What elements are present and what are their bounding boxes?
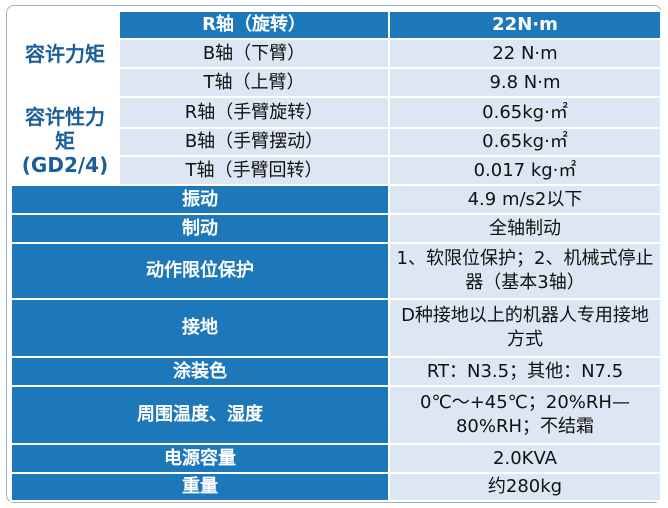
axis-label: B轴（手臂摆动） xyxy=(118,127,390,157)
value-cell: D种接地以上的机器人专用接地方式 xyxy=(388,298,662,358)
axis-label: R轴（旋转） xyxy=(118,10,390,40)
row: 动作限位保护 1、软限位保护；2、机械式停止器（基本3轴） xyxy=(10,242,662,300)
row: T轴（手臂回转） 0.017 kg·㎡ xyxy=(11,155,662,186)
row: 周围温度、湿度 0℃～+45℃；20%RH—80%RH；不结霜 xyxy=(10,385,662,445)
value-cell: 2.0KVA xyxy=(388,443,662,474)
value-cell: 0.65kg·㎡ xyxy=(388,96,662,129)
row: 振动 4.9 m/s2以下 xyxy=(10,184,662,215)
axis-label: B轴（下臂） xyxy=(118,38,390,69)
axis-label: T轴（上臂） xyxy=(118,67,390,98)
value-cell: 全轴制动 xyxy=(388,213,662,244)
spec-table: 容许力矩 R轴（旋转） 22N·m B轴（下臂） 22 N·m T轴（上臂） 9.8 N·m… xyxy=(10,10,662,502)
row: 容许力矩 R轴（旋转） 22N·m xyxy=(10,10,662,98)
value-cell: 0.65kg·㎡ xyxy=(388,127,662,157)
item-label: 振动 xyxy=(10,184,390,215)
row: B轴（下臂） 22 N·m xyxy=(11,38,662,69)
group-label: 容许性力矩(GD2/4) xyxy=(10,96,120,186)
value-cell: 9.8 N·m xyxy=(388,67,662,98)
group-label: 容许力矩 xyxy=(10,10,120,98)
row: B轴（手臂摆动） 0.65kg·㎡ xyxy=(11,127,662,157)
frame xyxy=(6,5,662,503)
item-label: 电源容量 xyxy=(10,443,390,474)
row: 重量 约280kg xyxy=(10,472,662,502)
item-label: 涂装色 xyxy=(10,356,390,387)
item-label: 周围温度、湿度 xyxy=(10,385,390,445)
row: 容许性力矩(GD2/4) R轴（手臂旋转） 0.65kg·㎡ xyxy=(10,96,662,186)
value-cell: 22N·m xyxy=(388,10,662,40)
value-cell: RT：N3.5；其他：N7.5 xyxy=(388,356,662,387)
row: 电源容量 2.0KVA xyxy=(10,443,662,474)
item-label: 重量 xyxy=(10,472,390,502)
row: 涂装色 RT：N3.5；其他：N7.5 xyxy=(10,356,662,387)
value-cell: 0℃～+45℃；20%RH—80%RH；不结霜 xyxy=(388,385,662,445)
item-label: 接地 xyxy=(10,298,390,358)
value-cell: 1、软限位保护；2、机械式停止器（基本3轴） xyxy=(388,242,662,300)
value-cell: 4.9 m/s2以下 xyxy=(388,184,662,215)
axis-label: R轴（手臂旋转） xyxy=(118,96,390,129)
item-label: 制动 xyxy=(10,213,390,244)
axis-label: T轴（手臂回转） xyxy=(118,155,390,186)
row: 接地 D种接地以上的机器人专用接地方式 xyxy=(10,298,662,358)
value-cell: 0.017 kg·㎡ xyxy=(388,155,662,186)
item-label: 动作限位保护 xyxy=(10,242,390,300)
value-cell: 22 N·m xyxy=(388,38,662,69)
row: T轴（上臂） 9.8 N·m xyxy=(11,67,662,98)
row: 制动 全轴制动 xyxy=(10,213,662,244)
value-cell: 约280kg xyxy=(388,472,662,502)
